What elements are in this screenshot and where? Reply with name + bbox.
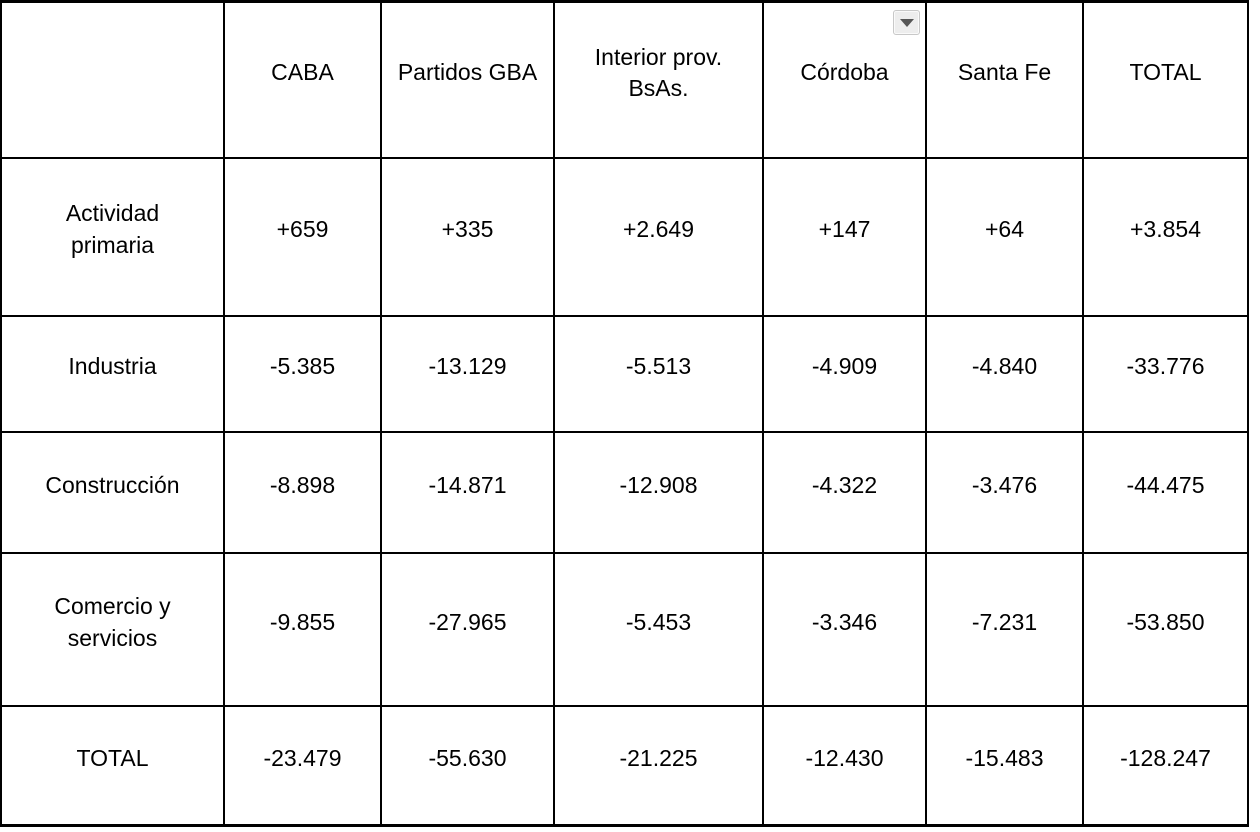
row-label[interactable]: Industria [0, 314, 225, 433]
column-header-partidos-gba[interactable]: Partidos GBA [380, 0, 555, 159]
column-header-interior-prov[interactable]: Interior prov. BsAs. [553, 0, 764, 159]
value-cell[interactable]: +335 [380, 156, 555, 317]
value-cell[interactable]: -15.483 [925, 704, 1084, 827]
value-cell[interactable]: +659 [223, 156, 382, 317]
value-cell[interactable]: -27.965 [380, 551, 555, 707]
column-header-label: Córdoba [800, 59, 889, 86]
table-row-comercio-y: Comercio y servicios -9.855 -27.965 -5.453-… [0, 551, 1249, 707]
value-cell[interactable]: +3.854 [1082, 156, 1249, 317]
column-header-caba[interactable]: CABA [223, 0, 382, 159]
column-header-label: CABA [271, 59, 334, 86]
filter-dropdown-button[interactable] [893, 10, 920, 35]
column-header-label: TOTAL [1129, 59, 1202, 86]
value-cell[interactable]: +147 [762, 156, 927, 317]
value-cell[interactable]: -5.453 [553, 551, 764, 707]
value-cell[interactable]: -33.776 [1082, 314, 1249, 433]
value-cell[interactable]: +64 [925, 156, 1084, 317]
value-cell[interactable]: -7.231 [925, 551, 1084, 707]
value-cell[interactable]: -21.225 [553, 704, 764, 827]
table-row-actividad: Actividad primaria +659 +335 +2.649 +147 +64 +… [0, 156, 1249, 317]
column-header-total[interactable]: TOTAL [1082, 0, 1249, 159]
value-cell[interactable]: -8.898 [223, 430, 382, 554]
dropdown-arrow-icon [899, 19, 914, 27]
value-cell[interactable]: -3.476 [925, 430, 1084, 554]
header-row: CABA Partidos GBA Interior prov. BsAs. Córd… [0, 0, 1249, 159]
value-cell[interactable]: -12.908 [553, 430, 764, 554]
value-cell[interactable]: -13.129 [380, 314, 555, 433]
value-cell[interactable]: -12.430 [762, 704, 927, 827]
value-cell[interactable]: -128.247 [1082, 704, 1249, 827]
value-cell[interactable]: -55.630 [380, 704, 555, 827]
row-label[interactable]: Actividad primaria [0, 156, 225, 317]
value-cell[interactable]: -4.840 [925, 314, 1084, 433]
row-label[interactable]: TOTAL [0, 704, 225, 827]
value-cell[interactable]: -53.850 [1082, 551, 1249, 707]
corner-cell[interactable] [0, 0, 225, 159]
value-cell[interactable]: -3.346 [762, 551, 927, 707]
value-cell[interactable]: -5.513 [553, 314, 764, 433]
column-header-cordoba[interactable]: Córdoba [762, 0, 927, 159]
value-cell[interactable]: -4.322 [762, 430, 927, 554]
table-body: Actividad primaria +659 +335 +2.649 +147 +64 +… [0, 156, 1249, 827]
value-cell[interactable]: -9.855 [223, 551, 382, 707]
column-header-santa-fe[interactable]: Santa Fe [925, 0, 1084, 159]
value-cell[interactable]: -23.479 [223, 704, 382, 827]
column-header-label: Partidos GBA [397, 59, 538, 86]
value-cell[interactable]: -5.385 [223, 314, 382, 433]
value-cell[interactable]: +2.649 [553, 156, 764, 317]
table-row-industria: Industria -5.385 -13.129 -5.513 -4.909 -4.840… [0, 314, 1249, 433]
column-header-label: Santa Fe [957, 59, 1052, 86]
row-label[interactable]: Comercio y servicios [0, 551, 225, 707]
table-row-construccion: Construcción -8.898 -14.871 -12.908 -4.322 -3… [0, 430, 1249, 554]
column-header-label: Interior prov. BsAs. [594, 43, 723, 102]
row-label[interactable]: Construcción [0, 430, 225, 554]
value-cell[interactable]: -4.909 [762, 314, 927, 433]
value-cell[interactable]: -44.475 [1082, 430, 1249, 554]
value-cell[interactable]: -14.871 [380, 430, 555, 554]
table-row-total: TOTAL -23.479 -55.630 -21.225 -12.430 -15.483… [0, 704, 1249, 827]
